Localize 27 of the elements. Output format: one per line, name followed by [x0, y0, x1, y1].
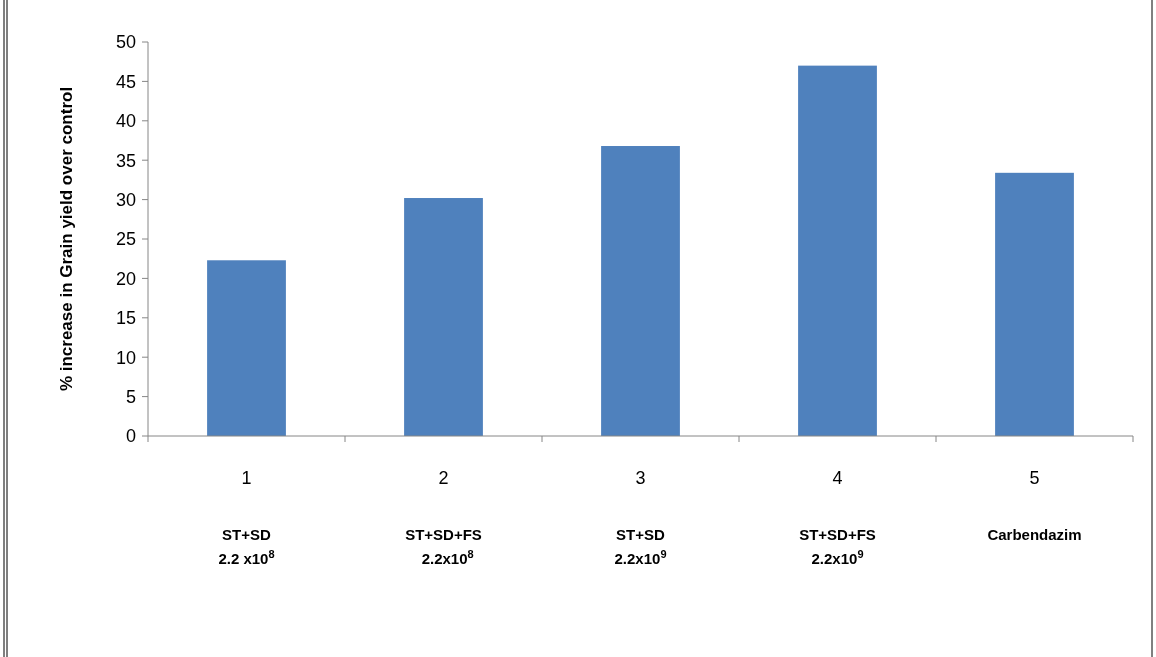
y-tick-label: 45	[115, 71, 136, 92]
y-tick-label: 30	[115, 189, 136, 210]
y-tick-label: 25	[115, 229, 136, 250]
y-tick-label: 50	[115, 32, 136, 53]
text: ST+SD 2.2x10$^{9}$	[614, 526, 667, 567]
bar	[995, 172, 1074, 436]
text: ST+SD+FS 2.2x10$^{8}$	[405, 526, 482, 567]
text: ST+SD 2.2 x10$^{8}$	[218, 526, 275, 567]
text: Carbendazim	[987, 526, 1082, 543]
y-tick-label: 10	[115, 347, 136, 368]
y-tick-label: 35	[115, 150, 136, 171]
y-tick-label: 0	[125, 426, 136, 447]
y-tick-label: 20	[115, 268, 136, 289]
bar	[207, 260, 286, 436]
x-tick-label: 3	[635, 468, 646, 488]
bar	[601, 146, 680, 436]
x-tick-label: 1	[241, 468, 252, 488]
x-tick-label: 5	[1029, 468, 1040, 488]
y-tick-label: 40	[115, 111, 136, 132]
y-tick-label: 15	[115, 308, 136, 329]
x-tick-label: 2	[438, 468, 449, 488]
x-tick-label: 4	[832, 468, 843, 488]
bar	[404, 198, 483, 436]
y-tick-label: 5	[125, 386, 136, 407]
bar	[798, 65, 877, 436]
y-axis-title: % increase in Grain yield over control	[57, 86, 76, 392]
text: ST+SD+FS 2.2x10$^{9}$	[799, 526, 876, 567]
